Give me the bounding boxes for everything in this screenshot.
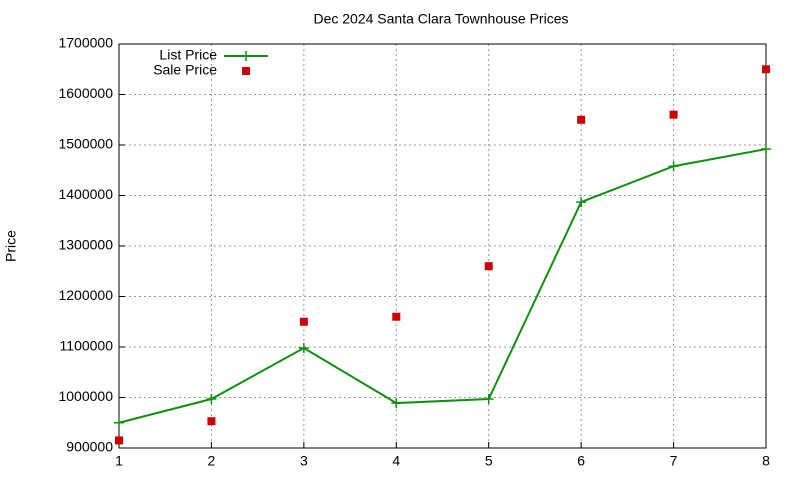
y-tick-label: 1300000	[58, 237, 113, 253]
chart-title: Dec 2024 Santa Clara Townhouse Prices	[313, 11, 568, 27]
x-tick-label: 6	[577, 453, 585, 469]
point-marker	[483, 394, 494, 405]
plot-frame	[118, 43, 767, 449]
point-marker	[206, 394, 217, 405]
point-marker	[207, 417, 216, 426]
legend-label: Sale Price	[153, 62, 217, 78]
point-marker	[668, 161, 679, 172]
point-marker	[762, 65, 770, 74]
point-marker	[298, 343, 309, 354]
y-axis-label: Price	[3, 230, 19, 262]
x-tick-label: 1	[115, 453, 123, 469]
point-marker	[577, 115, 586, 124]
x-tick-label: 3	[300, 453, 308, 469]
y-tick-label: 1600000	[58, 85, 113, 101]
x-tick-label: 5	[485, 453, 493, 469]
y-tick-label: 1400000	[58, 186, 113, 202]
y-tick-label: 1000000	[58, 388, 113, 404]
point-marker	[484, 262, 493, 271]
point-marker	[761, 144, 771, 155]
x-tick-label: 7	[670, 453, 678, 469]
y-tick-label: 900000	[66, 439, 113, 455]
point-marker	[392, 312, 401, 321]
legend-swatch	[241, 51, 251, 61]
point-marker	[391, 398, 402, 409]
point-marker	[576, 197, 587, 208]
x-tick-label: 4	[392, 453, 400, 469]
point-marker	[299, 317, 308, 326]
series-line	[118, 148, 767, 424]
y-tick-label: 1200000	[58, 287, 113, 303]
legend-label: List Price	[159, 47, 217, 63]
point-marker	[114, 417, 124, 428]
legend-swatch	[242, 67, 250, 75]
y-tick-label: 1100000	[60, 338, 114, 354]
point-marker	[115, 436, 123, 445]
x-tick-label: 8	[762, 453, 770, 469]
y-tick-label: 1700000	[58, 35, 113, 51]
y-tick-label: 1500000	[58, 136, 113, 152]
point-marker	[669, 110, 678, 119]
x-tick-label: 2	[208, 453, 216, 469]
